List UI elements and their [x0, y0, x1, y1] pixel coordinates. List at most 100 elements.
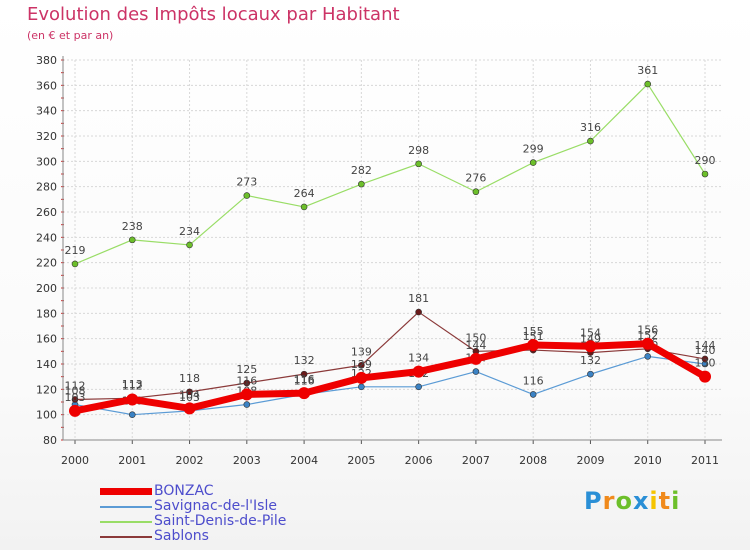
data-point: [183, 402, 196, 415]
y-tick-label: 140: [36, 358, 57, 371]
data-label: 103: [179, 391, 200, 404]
data-point: [355, 371, 368, 384]
data-point: [641, 337, 654, 350]
y-tick-label: 320: [36, 130, 57, 143]
data-point: [412, 365, 425, 378]
data-point: [240, 388, 253, 401]
data-label: 361: [637, 64, 658, 77]
y-tick-label: 240: [36, 231, 57, 244]
data-point: [186, 241, 193, 249]
x-tick-label: 2000: [61, 454, 89, 467]
y-tick-label: 80: [43, 434, 57, 447]
data-point: [529, 391, 537, 398]
x-tick-label: 2006: [405, 454, 433, 467]
data-label: 125: [236, 363, 257, 376]
data-point: [699, 370, 711, 383]
data-label: 276: [465, 172, 486, 185]
data-point: [358, 361, 365, 369]
data-label: 152: [637, 329, 658, 342]
data-point: [300, 203, 308, 211]
y-tick-label: 280: [36, 181, 57, 194]
data-label: 140: [695, 344, 716, 357]
legend-label-saint-denis: Saint-Denis-de-Pile: [154, 513, 287, 529]
y-tick-label: 260: [36, 206, 57, 219]
data-label: 234: [179, 225, 200, 238]
data-label: 298: [408, 144, 429, 157]
data-point: [358, 180, 365, 188]
y-tick-label: 120: [36, 383, 57, 396]
x-tick-label: 2001: [118, 454, 146, 467]
data-label: 108: [65, 385, 86, 398]
legend-label-savignac: Savignac-de-l'Isle: [154, 498, 277, 514]
y-tick-label: 180: [36, 307, 57, 320]
data-point: [126, 393, 139, 406]
logo-letter: P: [584, 487, 603, 515]
x-tick-label: 2010: [634, 454, 662, 467]
series-line: [74, 311, 706, 401]
y-tick-label: 160: [36, 333, 57, 346]
x-tick-label: 2011: [691, 454, 719, 467]
data-point: [587, 137, 594, 145]
data-point: [587, 370, 594, 378]
data-point: [644, 353, 652, 360]
data-point: [415, 308, 422, 316]
data-label: 116: [294, 374, 315, 387]
chart-title: Evolution des Impôts locaux par Habitant: [27, 4, 400, 25]
data-point: [71, 396, 79, 403]
legend-swatch-sablons: [100, 536, 152, 538]
x-tick-label: 2007: [462, 454, 490, 467]
data-label: 155: [523, 325, 544, 338]
x-tick-label: 2002: [176, 454, 204, 467]
data-point: [584, 340, 597, 353]
logo-letter: i: [671, 487, 681, 515]
y-tick-label: 300: [36, 155, 57, 168]
y-tick-label: 380: [36, 54, 57, 67]
legend-label-bonzac: BONZAC: [154, 483, 214, 499]
legend-label-sablons: Sablons: [154, 528, 209, 544]
data-label: 129: [351, 358, 372, 371]
data-label: 149: [580, 333, 601, 346]
data-label: 299: [523, 143, 544, 156]
data-point: [300, 370, 308, 378]
data-point: [472, 368, 480, 375]
data-label: 219: [65, 244, 86, 257]
data-label: 144: [695, 339, 716, 352]
logo-letter: o: [615, 487, 633, 515]
data-label: 264: [294, 187, 315, 200]
data-point: [469, 352, 482, 365]
data-label: 156: [637, 324, 658, 337]
data-point: [644, 80, 652, 88]
data-label: 113: [122, 378, 143, 391]
x-tick-label: 2008: [519, 454, 547, 467]
data-point: [128, 236, 136, 244]
data-label: 132: [294, 354, 315, 367]
data-label: 112: [65, 379, 86, 392]
data-label: 134: [408, 352, 429, 365]
series-line: [74, 355, 706, 416]
data-label: 181: [408, 292, 429, 305]
legend-swatch-bonzac: [100, 488, 152, 495]
data-label: 150: [465, 331, 486, 344]
data-label: 104: [179, 388, 200, 401]
data-label: 238: [122, 220, 143, 233]
legend-swatch-saint-denis: [100, 521, 152, 523]
y-tick-label: 360: [36, 79, 57, 92]
x-tick-label: 2005: [347, 454, 375, 467]
logo-letter: i: [649, 487, 659, 515]
data-label: 116: [236, 374, 257, 387]
data-point: [415, 383, 422, 391]
data-point: [529, 159, 537, 166]
x-tick-label: 2009: [576, 454, 604, 467]
x-tick-label: 2004: [290, 454, 318, 467]
logo-letter: t: [658, 487, 672, 515]
y-tick-label: 220: [36, 257, 57, 270]
data-point: [415, 160, 422, 168]
y-tick-label: 200: [36, 282, 57, 295]
data-point: [298, 387, 311, 400]
data-point: [472, 188, 480, 196]
data-label: 139: [351, 345, 372, 358]
data-label: 118: [179, 372, 200, 385]
data-label: 112: [122, 379, 143, 392]
